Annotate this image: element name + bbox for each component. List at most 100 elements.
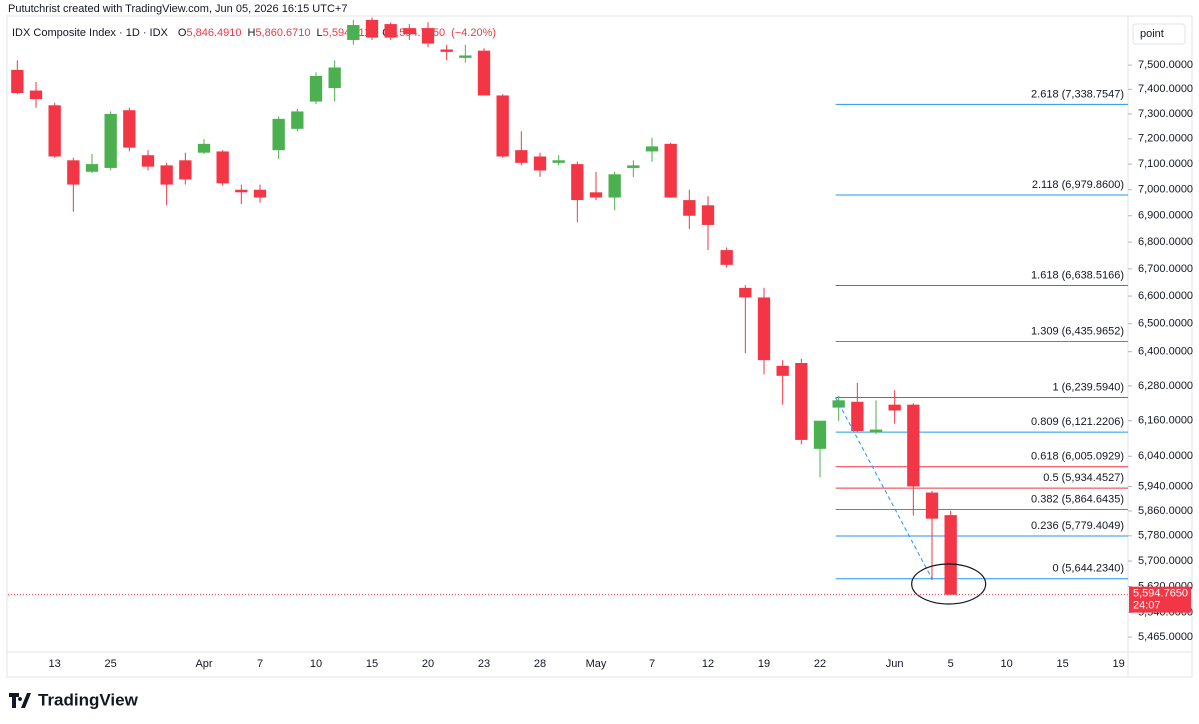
x-tick-label: 28 — [534, 658, 546, 670]
candle-body — [496, 95, 509, 157]
fib-label: 0.5 (5,934.4527) — [1043, 472, 1124, 484]
candle-body — [776, 365, 789, 376]
symbol: IDX Composite Index · 1D · IDX — [12, 27, 169, 39]
scale-button-label[interactable]: point — [1140, 28, 1164, 40]
y-tick-label: 5,940.0000 — [1138, 480, 1193, 492]
y-tick-label: 7,300.0000 — [1138, 108, 1193, 120]
x-tick-label: 23 — [478, 658, 490, 670]
scale-button[interactable] — [1132, 23, 1186, 45]
x-tick-label: Jun — [886, 658, 904, 670]
legend-text: IDX Composite Index · 1D · IDX O5,846.491… — [12, 27, 496, 39]
candle-body — [925, 492, 939, 519]
candle-body — [403, 28, 416, 35]
fib-label: 1 (6,239.5940) — [1052, 381, 1124, 393]
candle-body — [851, 401, 864, 432]
fib-label: 0.236 (5,779.4049) — [1031, 520, 1124, 532]
candle-body — [440, 49, 453, 52]
y-tick-label: 5,700.0000 — [1138, 555, 1193, 567]
x-tick-label: 19 — [1113, 658, 1125, 670]
candle-body — [141, 155, 155, 167]
y-tick-label: 7,200.0000 — [1138, 133, 1193, 145]
candle-body — [291, 111, 304, 129]
y-tick-label: 7,400.0000 — [1138, 83, 1193, 95]
candle-body — [608, 174, 621, 198]
x-tick-label: 10 — [310, 658, 322, 670]
x-tick-label: 15 — [1057, 658, 1069, 670]
chart-frame — [6, 15, 1193, 678]
brand: TradingView — [38, 690, 139, 709]
candle-body — [552, 160, 565, 163]
x-tick-label: 13 — [49, 658, 61, 670]
candle-body — [869, 429, 883, 433]
candle-body — [67, 160, 80, 185]
x-tick-label: 7 — [257, 658, 263, 670]
candle-body — [11, 69, 24, 93]
y-tick-label: 6,160.0000 — [1138, 415, 1193, 427]
candle-body — [216, 151, 229, 184]
y-tick-label: 7,000.0000 — [1138, 184, 1193, 196]
legend-header: IDX Composite Index · 1D · IDX O5,846.491… — [12, 27, 496, 39]
fib-label: 0.809 (6,121.2206) — [1031, 416, 1124, 428]
x-tick-label: 15 — [366, 658, 378, 670]
candle-body — [421, 28, 435, 44]
candle-body — [515, 150, 528, 163]
ohlc-key: H — [248, 27, 256, 39]
fib-label: 1.618 (6,638.5166) — [1031, 269, 1124, 281]
x-tick-label: Apr — [195, 658, 212, 670]
fib-label: 0.382 (5,864.6435) — [1031, 493, 1124, 505]
x-tick-label: 12 — [702, 658, 714, 670]
countdown-label: 24:07 — [1133, 600, 1161, 612]
candle-body — [645, 146, 659, 152]
fib-label: 0 (5,644.2340) — [1052, 563, 1124, 575]
y-tick-label: 5,465.0000 — [1138, 631, 1193, 643]
x-tick-label: 7 — [649, 658, 655, 670]
candle-body — [664, 143, 677, 198]
candle-body — [235, 189, 248, 193]
fib-trend-line — [835, 397, 933, 579]
last-price-label: 5,594.7650 — [1133, 588, 1188, 600]
candle-body — [739, 287, 752, 298]
y-tick-label: 6,400.0000 — [1138, 346, 1193, 358]
candle-body — [813, 420, 827, 449]
y-tick-label: 6,900.0000 — [1138, 210, 1193, 222]
ohlc-value: 5,860.6710 — [255, 27, 310, 39]
logo: TradingView — [9, 690, 139, 709]
candle-body — [365, 19, 379, 38]
last-price-box — [1129, 586, 1191, 613]
candle-body — [795, 363, 808, 440]
y-tick-label: 7,100.0000 — [1138, 158, 1193, 170]
y-tick-label: 5,780.0000 — [1138, 530, 1193, 542]
candle-body — [123, 110, 136, 148]
y-tick-label: 5,860.0000 — [1138, 505, 1193, 517]
fib-label: 2.118 (6,979.8600) — [1032, 179, 1124, 191]
candle-body — [197, 143, 211, 153]
candle-body — [48, 105, 61, 157]
logo-icon — [9, 693, 31, 708]
candle-body — [309, 75, 323, 102]
candle-body — [29, 90, 43, 100]
candle-body — [384, 24, 397, 38]
x-tick-label: May — [586, 658, 607, 670]
candle-body — [701, 205, 715, 225]
fib-label: 2.618 (7,338.7547) — [1031, 88, 1124, 100]
x-tick-label: 5 — [948, 658, 954, 670]
ohlc-value: 5,846.4910 — [186, 27, 241, 39]
candle-body — [459, 55, 472, 58]
x-tick-label: 19 — [758, 658, 770, 670]
candle-body — [533, 156, 547, 171]
y-tick-label: 6,800.0000 — [1138, 236, 1193, 248]
candle-body — [328, 67, 341, 89]
ohlc-key: O — [178, 27, 187, 39]
candle-body — [888, 404, 901, 411]
y-tick-label: 6,500.0000 — [1138, 318, 1193, 330]
candle-body — [179, 160, 192, 180]
fib-label: 1.309 (6,435.9652) — [1031, 325, 1124, 337]
candle-body — [104, 113, 117, 168]
candle-body — [907, 404, 920, 487]
candle-body — [589, 192, 603, 198]
candle-body — [683, 200, 696, 216]
change: (−4.20%) — [451, 27, 496, 39]
y-tick-label: 6,700.0000 — [1138, 263, 1193, 275]
candle-body — [160, 165, 173, 185]
